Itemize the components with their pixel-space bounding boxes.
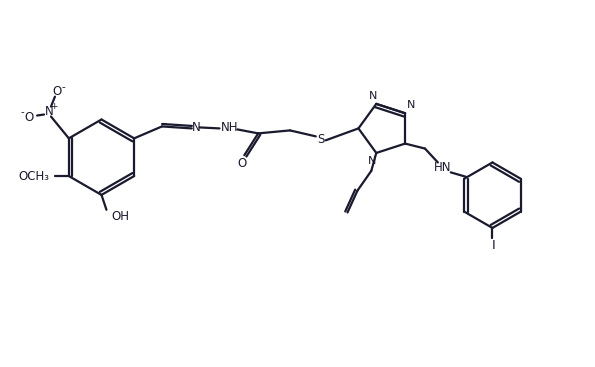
Text: N: N [45, 105, 54, 118]
Text: S: S [317, 133, 324, 146]
Text: NH: NH [221, 121, 238, 134]
Text: N: N [368, 156, 377, 166]
Text: O: O [52, 85, 61, 98]
Text: +: + [50, 102, 58, 111]
Text: OCH₃: OCH₃ [18, 170, 49, 182]
Text: OH: OH [111, 210, 130, 223]
Text: I: I [491, 239, 495, 252]
Text: -: - [20, 108, 24, 117]
Text: N: N [407, 100, 415, 110]
Text: N: N [369, 91, 377, 101]
Text: HN: HN [434, 161, 452, 174]
Text: O: O [238, 157, 247, 170]
Text: O: O [24, 111, 34, 124]
Text: -: - [62, 82, 66, 92]
Text: N: N [192, 121, 201, 134]
